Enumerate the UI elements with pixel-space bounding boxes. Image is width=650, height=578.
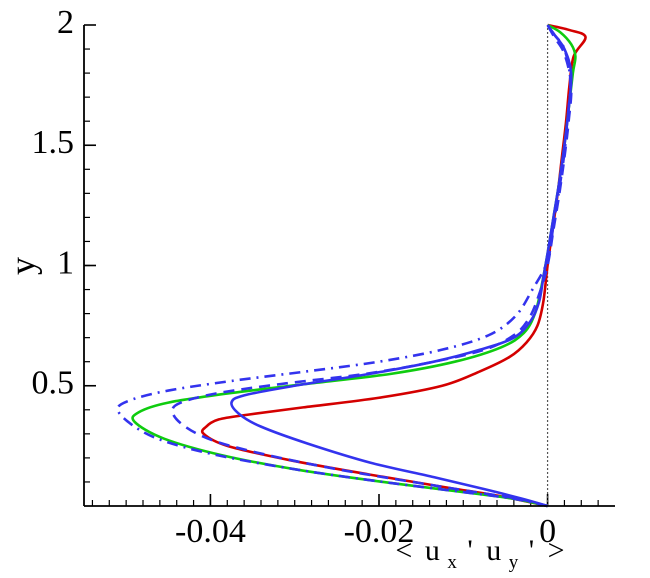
- series-layer: [116, 23, 587, 508]
- series-line-3: [230, 24, 573, 508]
- series-line-5: [116, 24, 572, 508]
- y-axis-title: y: [2, 257, 42, 275]
- series-line-1: [200, 23, 587, 508]
- x-tick-label: -0.04: [175, 513, 246, 550]
- series-line-2: [131, 23, 577, 508]
- y-tick-labels: 0.5 1 1.5 2: [32, 4, 75, 402]
- x-tick-labels: -0.04 -0.02 0: [175, 513, 556, 550]
- y-tick-label: 1.5: [32, 124, 75, 161]
- series-line-4: [171, 24, 573, 508]
- x-title-prefix: <: [395, 534, 412, 567]
- y-tick-label: 0.5: [32, 365, 75, 402]
- x-tick-label: 0: [539, 513, 556, 550]
- x-title-sub-x: x: [447, 552, 457, 573]
- y-tick-label: 2: [57, 4, 74, 41]
- x-title-sub-y: y: [509, 552, 519, 573]
- x-title-prime-1: ': [467, 534, 472, 567]
- x-title-u2: u: [486, 534, 501, 567]
- x-axis-title: < u x ' u y ' >: [395, 534, 564, 575]
- axes: [83, 25, 615, 507]
- x-tick-label: -0.02: [344, 513, 415, 550]
- y-tick-label: 1: [57, 244, 74, 281]
- x-title-prime-2: ': [529, 534, 534, 567]
- x-title-suffix: >: [548, 534, 565, 567]
- x-title-u: u: [425, 534, 440, 567]
